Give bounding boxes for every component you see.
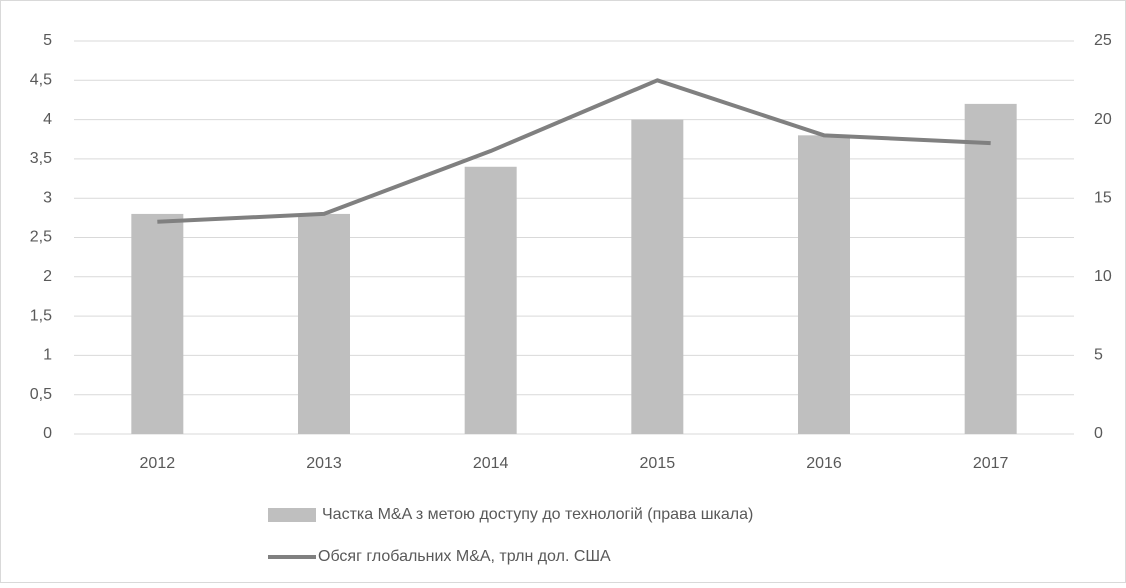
x-tick-label: 2012 — [140, 455, 176, 472]
y2-tick-label: 5 — [1094, 347, 1103, 364]
line — [157, 78, 991, 224]
y-tick-label: 0 — [43, 425, 52, 442]
y-tick-label: 2 — [43, 268, 52, 285]
y-tick-label: 4 — [43, 111, 52, 128]
y2-tick-label: 0 — [1094, 425, 1103, 442]
y-tick-label: 3 — [43, 189, 52, 206]
x-tick-label: 2014 — [473, 455, 509, 472]
y-tick-label: 1,5 — [30, 307, 52, 324]
y2-tick-label: 20 — [1094, 111, 1112, 128]
y-tick-label: 0,5 — [30, 386, 52, 403]
y-tick-label: 4,5 — [30, 72, 52, 89]
x-tick-label: 2015 — [640, 455, 676, 472]
y-tick-label: 5 — [43, 32, 52, 49]
legend-label: Частка M&A з метою доступу до технологій… — [322, 506, 753, 523]
bar — [464, 166, 517, 434]
y2-tick-label: 25 — [1094, 32, 1112, 49]
legend-swatch — [268, 508, 316, 522]
y-tick-label: 2,5 — [30, 229, 52, 246]
y-tick-label: 1 — [43, 347, 52, 364]
x-tick-label: 2016 — [806, 455, 842, 472]
y2-tick-label: 15 — [1094, 189, 1112, 206]
x-tick-label: 2017 — [973, 455, 1009, 472]
x-tick-label: 2013 — [306, 455, 342, 472]
bar — [964, 103, 1017, 434]
legend-label: Обсяг глобальних M&A, трлн дол. США — [318, 548, 611, 565]
y-tick-label: 3,5 — [30, 150, 52, 167]
y2-tick-label: 10 — [1094, 268, 1112, 285]
bar — [798, 135, 850, 434]
bar — [131, 213, 184, 434]
bar — [631, 119, 684, 434]
bar — [298, 213, 350, 434]
